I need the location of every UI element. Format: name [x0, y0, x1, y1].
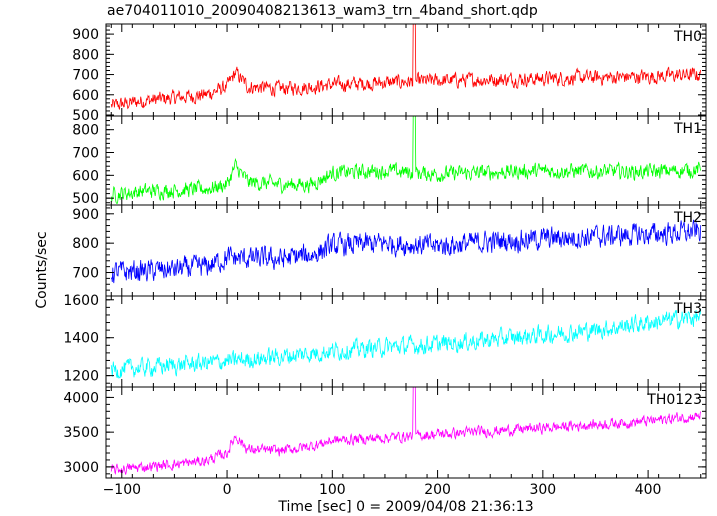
series-th3	[110, 308, 702, 379]
y-tick-label: 900	[72, 27, 99, 43]
y-tick-label: 500	[72, 108, 99, 124]
panel-label-th3: TH3	[673, 301, 702, 317]
y-tick-label: 700	[72, 68, 99, 84]
x-tick-label: 100	[319, 482, 346, 498]
y-tick-label: 800	[72, 47, 99, 63]
panel-frame	[105, 115, 707, 206]
series-th0	[110, 24, 702, 110]
y-tick-label: 600	[72, 88, 99, 104]
panel-th3: 1200 1400 1600 TH3	[63, 293, 707, 388]
panel-label-th1: TH1	[673, 121, 702, 137]
y-tick-label: 800	[72, 236, 99, 252]
panel-frame	[105, 295, 707, 388]
x-tick-label: 300	[529, 482, 556, 498]
y-tick-label: 1200	[63, 369, 99, 385]
y-tick-label: 3500	[63, 425, 99, 441]
panel-th0123: 3000 3500 4000 TH0123	[63, 386, 707, 479]
y-tick-label: 600	[72, 168, 99, 184]
y-axis-label: Counts/sec	[34, 231, 50, 308]
x-tick-label: 400	[635, 482, 662, 498]
x-tick-label: −100	[103, 482, 141, 498]
panel-label-th0: TH0	[673, 29, 702, 45]
y-tick-label: 500	[72, 191, 99, 207]
panel-th2: 700 800 900 TH2	[72, 204, 707, 297]
chart-title: ae704011010_20090408213613_wam3_trn_4ban…	[107, 3, 538, 19]
y-tick-label: 700	[72, 266, 99, 282]
panel-label-th0123: TH0123	[646, 392, 702, 408]
series-th0123	[110, 387, 702, 475]
x-tick-label: 200	[424, 482, 451, 498]
y-tick-label: 4000	[63, 390, 99, 406]
y-tick-label: 900	[72, 207, 99, 223]
panel-th0: 500 600 700 800 900 TH0	[72, 23, 707, 124]
series-th2	[110, 219, 702, 284]
panel-th1: 500 600 700 800 TH1	[72, 115, 707, 207]
y-tick-label: 700	[72, 146, 99, 162]
y-tick-label: 3000	[63, 460, 99, 476]
series-th1	[110, 116, 702, 205]
y-tick-label: 1400	[63, 331, 99, 347]
x-tick-label: 0	[223, 482, 232, 498]
panel-label-th2: TH2	[673, 210, 702, 226]
y-tick-label: 800	[72, 123, 99, 139]
panels: 500 600 700 800 900 TH0 500 600 700 800 TH1 700 800 9…	[63, 23, 707, 479]
x-tick-labels: −100 0 100 200 300 400	[103, 482, 662, 498]
y-tick-label: 1600	[63, 293, 99, 309]
x-axis-label: Time [sec] 0 = 2009/04/08 21:36:13	[277, 499, 533, 515]
